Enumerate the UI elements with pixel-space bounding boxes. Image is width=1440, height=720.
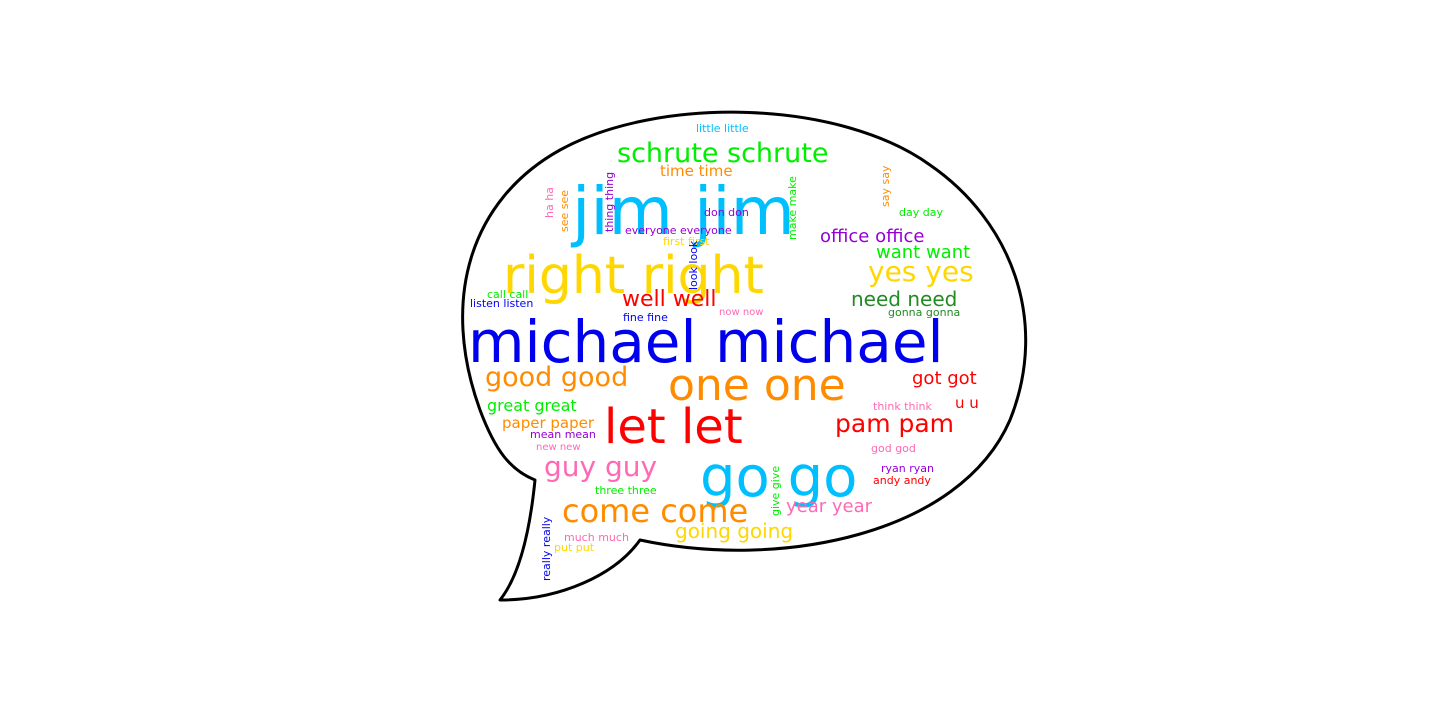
word-put: put put: [554, 541, 595, 554]
word-want: want want: [876, 242, 970, 263]
word-guy: guy guy: [544, 450, 657, 483]
word-first: first first: [663, 235, 710, 248]
word-ha: ha ha: [543, 187, 556, 218]
speech-bubble-outline: [461, 110, 1028, 602]
word-god: god god: [871, 442, 916, 455]
word-three: three three: [595, 484, 657, 497]
word-office: office office: [820, 226, 925, 247]
word-say: say say: [879, 165, 892, 207]
word-much: much much: [564, 531, 629, 544]
word-look: look look: [687, 240, 700, 290]
word-really: really really: [540, 516, 553, 581]
word-good: good good: [485, 362, 628, 393]
word-paper: paper paper: [502, 414, 595, 432]
word-day: day day: [899, 206, 943, 219]
word-going: going going: [675, 519, 793, 543]
word-see: see see: [558, 190, 571, 232]
word-jim: jim jim: [570, 173, 795, 250]
word-well: well well: [622, 287, 717, 312]
word-let: let let: [604, 399, 743, 455]
word-fine: fine fine: [623, 311, 668, 324]
word-make: make make: [786, 176, 799, 240]
word-call: call call: [487, 288, 528, 301]
word-gonna: gonna gonna: [888, 306, 960, 319]
word-don: don don: [704, 206, 749, 219]
word-think: think think: [873, 400, 932, 413]
word-year: year year: [786, 496, 873, 517]
word-ryan: ryan ryan: [881, 462, 934, 475]
word-come: come come: [562, 492, 748, 530]
word-got: got got: [912, 368, 977, 389]
word-michael: michael michael: [468, 308, 944, 376]
word-schrute: schrute schrute: [617, 138, 828, 169]
word-right: right right: [503, 246, 764, 306]
word-little: little little: [696, 122, 749, 135]
word-now: now now: [719, 307, 763, 318]
word-andy: andy andy: [873, 474, 931, 487]
word-one: one one: [668, 360, 846, 411]
word-time: time time: [660, 162, 733, 180]
word-give: give give: [769, 466, 782, 516]
word-go: go go: [700, 445, 857, 510]
word-yes: yes yes: [868, 255, 974, 288]
word-everyone: everyone everyone: [625, 224, 732, 237]
word-new: new new: [536, 442, 581, 453]
word-mean: mean mean: [530, 428, 596, 441]
word-listen: listen listen: [470, 297, 533, 310]
word-thing: thing thing: [603, 172, 616, 232]
word-great: great great: [487, 396, 577, 415]
word-u: u u: [955, 394, 979, 412]
word-need: need need: [851, 287, 957, 311]
word-pam: pam pam: [835, 409, 954, 438]
